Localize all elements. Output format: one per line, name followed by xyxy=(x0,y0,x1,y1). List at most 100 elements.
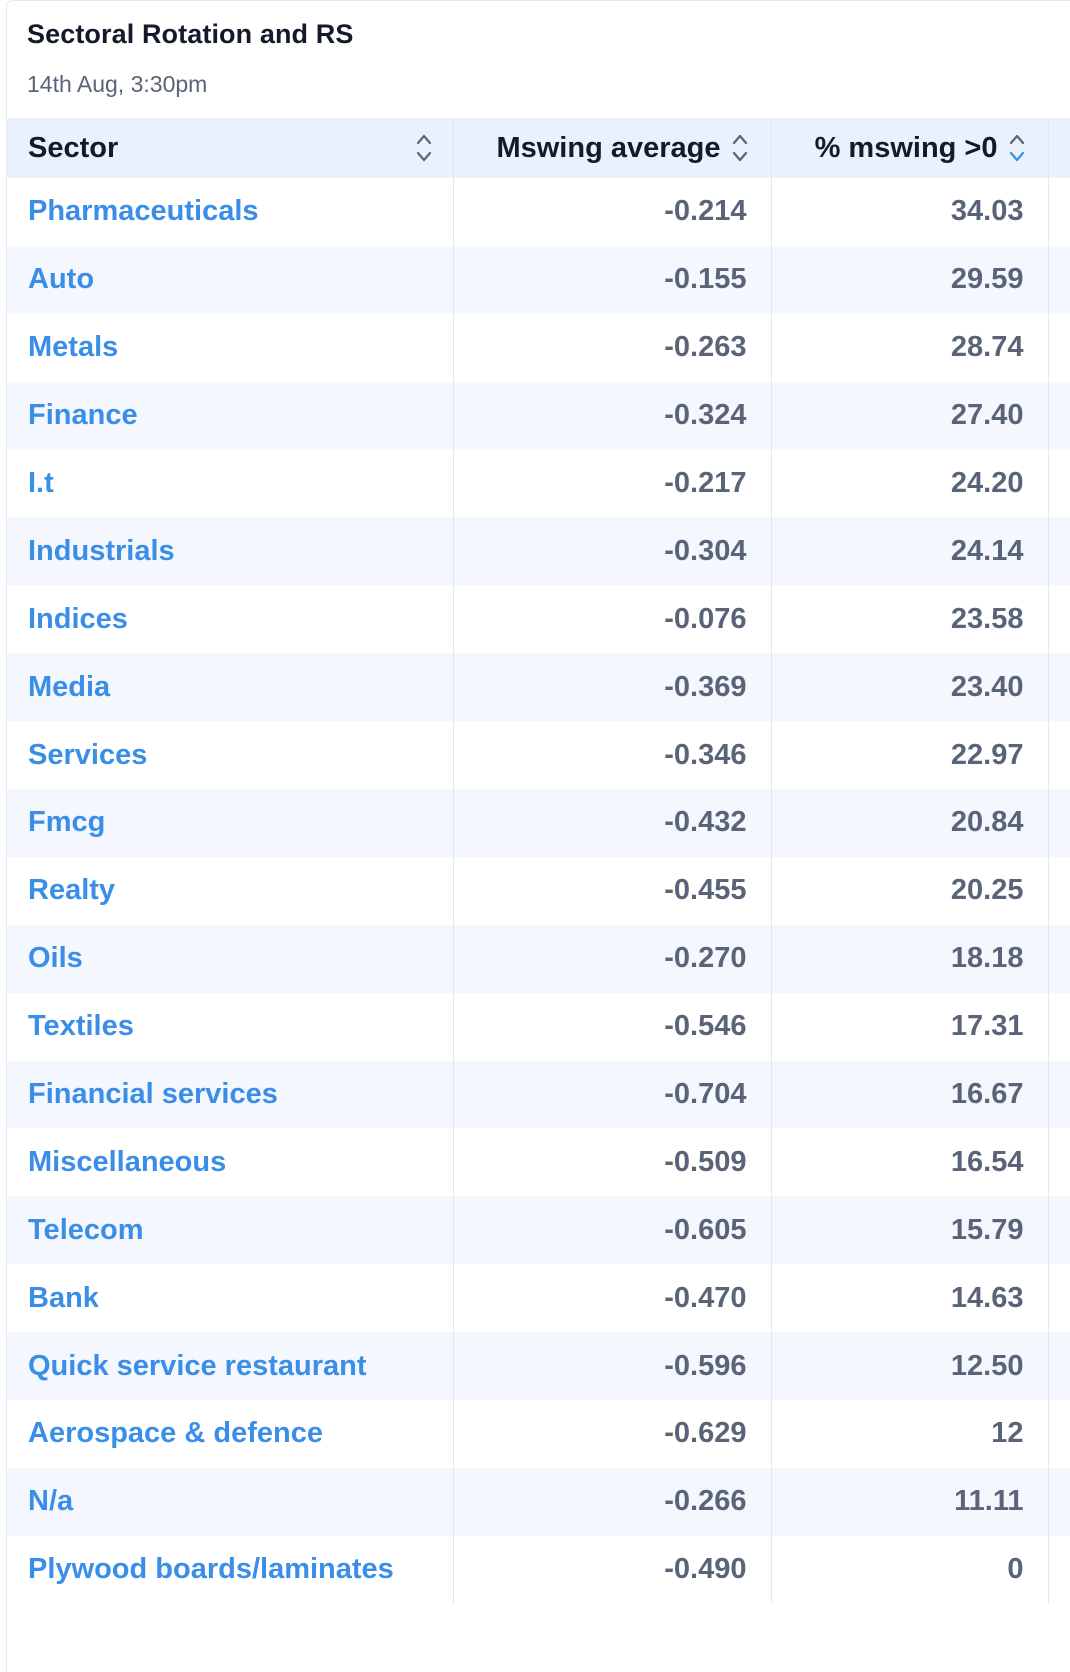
mswing-average-cell: -0.266 xyxy=(453,1467,772,1536)
overflow-cell xyxy=(1048,1264,1070,1332)
pct-mswing-cell: 12.50 xyxy=(771,1332,1049,1401)
sector-link[interactable]: Telecom xyxy=(7,1196,454,1265)
sort-descending-icon[interactable] xyxy=(1008,131,1026,165)
sector-link[interactable]: Indices xyxy=(7,585,454,654)
pct-mswing-cell: 29.59 xyxy=(771,245,1049,314)
pct-mswing-cell: 17.31 xyxy=(771,992,1049,1061)
table-row: Services -0.346 22.97 xyxy=(7,721,1070,790)
pct-mswing-cell: 11.11 xyxy=(771,1467,1049,1536)
mswing-average-cell: -0.214 xyxy=(453,178,772,246)
overflow-cell xyxy=(1048,857,1070,925)
overflow-cell xyxy=(1048,1061,1070,1129)
column-header-mswing-average-label: Mswing average xyxy=(496,131,721,164)
sector-link[interactable]: I.t xyxy=(7,449,454,518)
mswing-average-cell: -0.076 xyxy=(453,585,772,654)
mswing-average-cell: -0.155 xyxy=(453,245,772,314)
table-row: Fmcg -0.432 20.84 xyxy=(7,789,1070,857)
sector-table: Sector Mswing average xyxy=(7,118,1070,1604)
table-row: Indices -0.076 23.58 xyxy=(7,585,1070,654)
sector-link[interactable]: Miscellaneous xyxy=(7,1128,454,1197)
mswing-average-cell: -0.346 xyxy=(453,721,772,790)
pct-mswing-cell: 0 xyxy=(771,1535,1049,1604)
sector-link[interactable]: N/a xyxy=(7,1467,454,1536)
table-row: Miscellaneous -0.509 16.54 xyxy=(7,1128,1070,1197)
pct-mswing-cell: 14.63 xyxy=(771,1264,1049,1333)
sector-link[interactable]: Pharmaceuticals xyxy=(7,178,454,246)
overflow-cell xyxy=(1048,925,1070,993)
mswing-average-cell: -0.217 xyxy=(453,449,772,518)
overflow-cell xyxy=(1048,246,1070,314)
pct-mswing-cell: 23.40 xyxy=(771,653,1049,722)
sector-link[interactable]: Quick service restaurant xyxy=(7,1332,454,1401)
sector-link[interactable]: Aerospace & defence xyxy=(7,1400,454,1468)
mswing-average-cell: -0.546 xyxy=(453,992,772,1061)
overflow-cell xyxy=(1048,1468,1070,1536)
sector-link[interactable]: Media xyxy=(7,653,454,722)
overflow-cell xyxy=(1048,721,1070,789)
pct-mswing-cell: 12 xyxy=(771,1400,1049,1468)
sector-link[interactable]: Metals xyxy=(7,313,454,382)
pct-mswing-cell: 34.03 xyxy=(771,178,1049,246)
table-row: Bank -0.470 14.63 xyxy=(7,1264,1070,1333)
table-row: Telecom -0.605 15.79 xyxy=(7,1196,1070,1265)
mswing-average-cell: -0.304 xyxy=(453,517,772,586)
overflow-cell xyxy=(1048,653,1070,721)
pct-mswing-cell: 24.14 xyxy=(771,517,1049,586)
sector-link[interactable]: Fmcg xyxy=(7,789,454,857)
sector-link[interactable]: Finance xyxy=(7,381,454,450)
overflow-cell xyxy=(1048,1196,1070,1264)
table-row: Oils -0.270 18.18 xyxy=(7,924,1070,993)
pct-mswing-cell: 18.18 xyxy=(771,924,1049,993)
mswing-average-cell: -0.596 xyxy=(453,1332,772,1401)
sort-icon[interactable] xyxy=(731,131,749,165)
mswing-average-cell: -0.369 xyxy=(453,653,772,722)
table-row: Aerospace & defence -0.629 12 xyxy=(7,1400,1070,1468)
table-row: Metals -0.263 28.74 xyxy=(7,313,1070,382)
pct-mswing-cell: 20.84 xyxy=(771,789,1049,857)
overflow-cell xyxy=(1048,178,1070,246)
table-row: Financial services -0.704 16.67 xyxy=(7,1060,1070,1129)
card-header: Sectoral Rotation and RS 14th Aug, 3:30p… xyxy=(7,1,1070,118)
sector-link[interactable]: Auto xyxy=(7,245,454,314)
sector-link[interactable]: Bank xyxy=(7,1264,454,1333)
column-header-sector[interactable]: Sector xyxy=(7,118,454,178)
sector-link[interactable]: Financial services xyxy=(7,1060,454,1129)
mswing-average-cell: -0.455 xyxy=(453,856,772,925)
sector-link[interactable]: Textiles xyxy=(7,992,454,1061)
table-row: N/a -0.266 11.11 xyxy=(7,1467,1070,1536)
table-row: I.t -0.217 24.20 xyxy=(7,449,1070,518)
table-row: Textiles -0.546 17.31 xyxy=(7,992,1070,1061)
sector-link[interactable]: Industrials xyxy=(7,517,454,586)
table-row: Finance -0.324 27.40 xyxy=(7,381,1070,450)
column-header-overflow xyxy=(1048,118,1070,178)
table-row: Industrials -0.304 24.14 xyxy=(7,517,1070,586)
sort-icon[interactable] xyxy=(415,131,433,165)
table-row: Media -0.369 23.40 xyxy=(7,653,1070,722)
table-body: Pharmaceuticals -0.214 34.03 Auto -0.155 29.5… xyxy=(7,178,1070,1604)
table-row: Pharmaceuticals -0.214 34.03 xyxy=(7,178,1070,246)
overflow-cell xyxy=(1048,517,1070,585)
overflow-cell xyxy=(1048,1332,1070,1400)
column-header-mswing-average[interactable]: Mswing average xyxy=(453,118,772,178)
pct-mswing-cell: 16.54 xyxy=(771,1128,1049,1197)
overflow-cell xyxy=(1048,585,1070,653)
mswing-average-cell: -0.605 xyxy=(453,1196,772,1265)
column-header-sector-label: Sector xyxy=(28,131,119,164)
sector-link[interactable]: Oils xyxy=(7,924,454,993)
mswing-average-cell: -0.509 xyxy=(453,1128,772,1197)
pct-mswing-cell: 24.20 xyxy=(771,449,1049,518)
mswing-average-cell: -0.470 xyxy=(453,1264,772,1333)
table-row: Realty -0.455 20.25 xyxy=(7,856,1070,925)
mswing-average-cell: -0.704 xyxy=(453,1060,772,1129)
sector-link[interactable]: Plywood boards/laminates xyxy=(7,1535,454,1604)
sector-link[interactable]: Realty xyxy=(7,856,454,925)
column-header-pct-mswing[interactable]: % mswing >0 xyxy=(771,118,1049,178)
mswing-average-cell: -0.324 xyxy=(453,381,772,450)
sector-link[interactable]: Services xyxy=(7,721,454,790)
overflow-cell xyxy=(1048,1536,1070,1604)
sectoral-rotation-card: Sectoral Rotation and RS 14th Aug, 3:30p… xyxy=(6,0,1070,1672)
overflow-cell xyxy=(1048,314,1070,382)
overflow-cell xyxy=(1048,1400,1070,1468)
mswing-average-cell: -0.263 xyxy=(453,313,772,382)
overflow-cell xyxy=(1048,382,1070,450)
